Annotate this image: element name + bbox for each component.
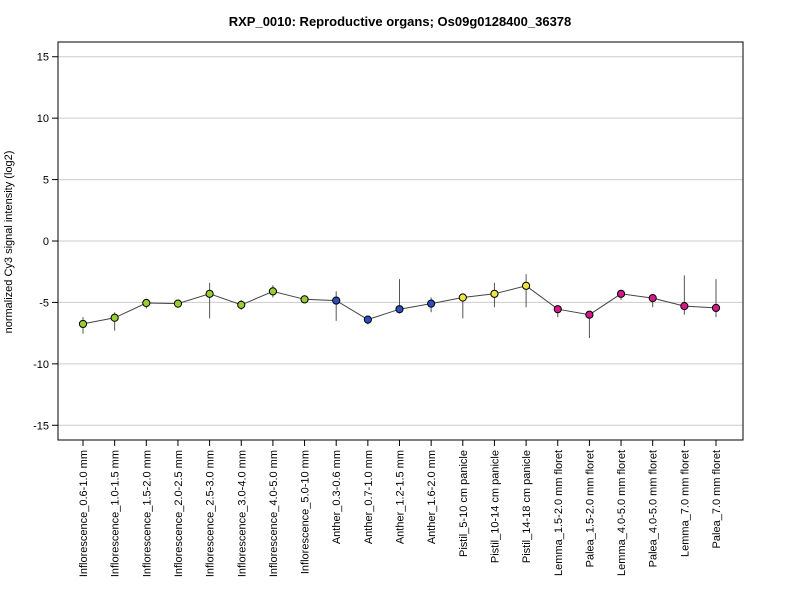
y-tick-label: 0 <box>43 236 49 248</box>
x-tick-label: Pistil_5-10 cm panicle <box>458 450 470 557</box>
x-tick-label: Pistil_14-18 cm panicle <box>521 450 533 563</box>
data-point <box>300 295 309 304</box>
x-tick-label: Palea_1.5-2.0 mm floret <box>584 450 596 567</box>
data-point <box>173 299 183 308</box>
data-point <box>268 287 277 296</box>
x-tick-label: Anther_0.3-0.6 mm <box>331 450 343 544</box>
data-point <box>648 294 657 303</box>
x-tick-label: Inflorescence_5.0-10 mm <box>300 450 312 574</box>
y-tick-label: 5 <box>43 175 49 187</box>
data-point <box>711 303 721 313</box>
data-point <box>332 296 341 305</box>
x-tick-label: Inflorescence_4.0-5.0 mm <box>268 450 280 577</box>
x-tick-label: Anther_0.7-1.0 mm <box>363 450 375 544</box>
x-tick-label: Lemma_1.5-2.0 mm floret <box>553 450 565 576</box>
x-tick-label: Inflorescence_3.0-4.0 mm <box>236 450 248 577</box>
y-tick-label: 10 <box>37 113 49 125</box>
x-tick-label: Anther_1.2-1.5 mm <box>395 450 407 544</box>
y-tick-label: -10 <box>33 359 49 371</box>
x-tick-label: Palea_7.0 mm floret <box>711 450 723 548</box>
chart-title: RXP_0010: Reproductive organs; Os09g0128… <box>229 14 572 29</box>
data-point <box>237 300 246 309</box>
data-point <box>490 289 499 298</box>
y-axis-label: normalized Cy3 signal intensity (log2) <box>3 151 15 334</box>
data-point <box>78 319 88 329</box>
data-point <box>458 293 467 302</box>
data-point <box>142 298 151 308</box>
data-point <box>363 315 372 324</box>
data-point <box>427 299 436 308</box>
x-tick-label: Anther_1.6-2.0 mm <box>426 450 438 544</box>
x-tick-label: Lemma_4.0-5.0 mm floret <box>616 450 628 576</box>
data-point <box>616 289 626 298</box>
data-point <box>553 305 562 314</box>
x-tick-label: Pistil_10-14 cm panicle <box>489 450 501 563</box>
x-tick-label: Palea_4.0-5.0 mm floret <box>648 450 660 567</box>
gridlines <box>58 56 743 426</box>
x-tick-label: Inflorescence_1.5-2.0 mm <box>141 450 153 577</box>
x-tick-label: Inflorescence_2.0-2.5 mm <box>173 450 185 577</box>
data-point <box>395 305 404 314</box>
x-axis: Inflorescence_0.6-1.0 mm Inflorescence_1.… <box>78 440 723 577</box>
y-tick-label: -15 <box>33 420 49 432</box>
x-tick-label: Inflorescence_2.5-3.0 mm <box>205 450 217 577</box>
y-tick-label: -5 <box>39 297 49 309</box>
data-point <box>680 302 689 311</box>
data-point <box>585 310 594 319</box>
data-point <box>522 281 531 290</box>
x-tick-label: Lemma_7.0 mm floret <box>679 450 691 557</box>
y-axis: -15 -10 -5 0 5 10 15 <box>33 52 58 432</box>
x-tick-label: Inflorescence_1.0-1.5 mm <box>110 450 122 577</box>
x-tick-label: Inflorescence_0.6-1.0 mm <box>78 450 90 577</box>
data-points <box>78 281 721 329</box>
y-tick-label: 15 <box>37 52 49 64</box>
data-point <box>110 313 119 322</box>
data-point <box>205 289 214 298</box>
